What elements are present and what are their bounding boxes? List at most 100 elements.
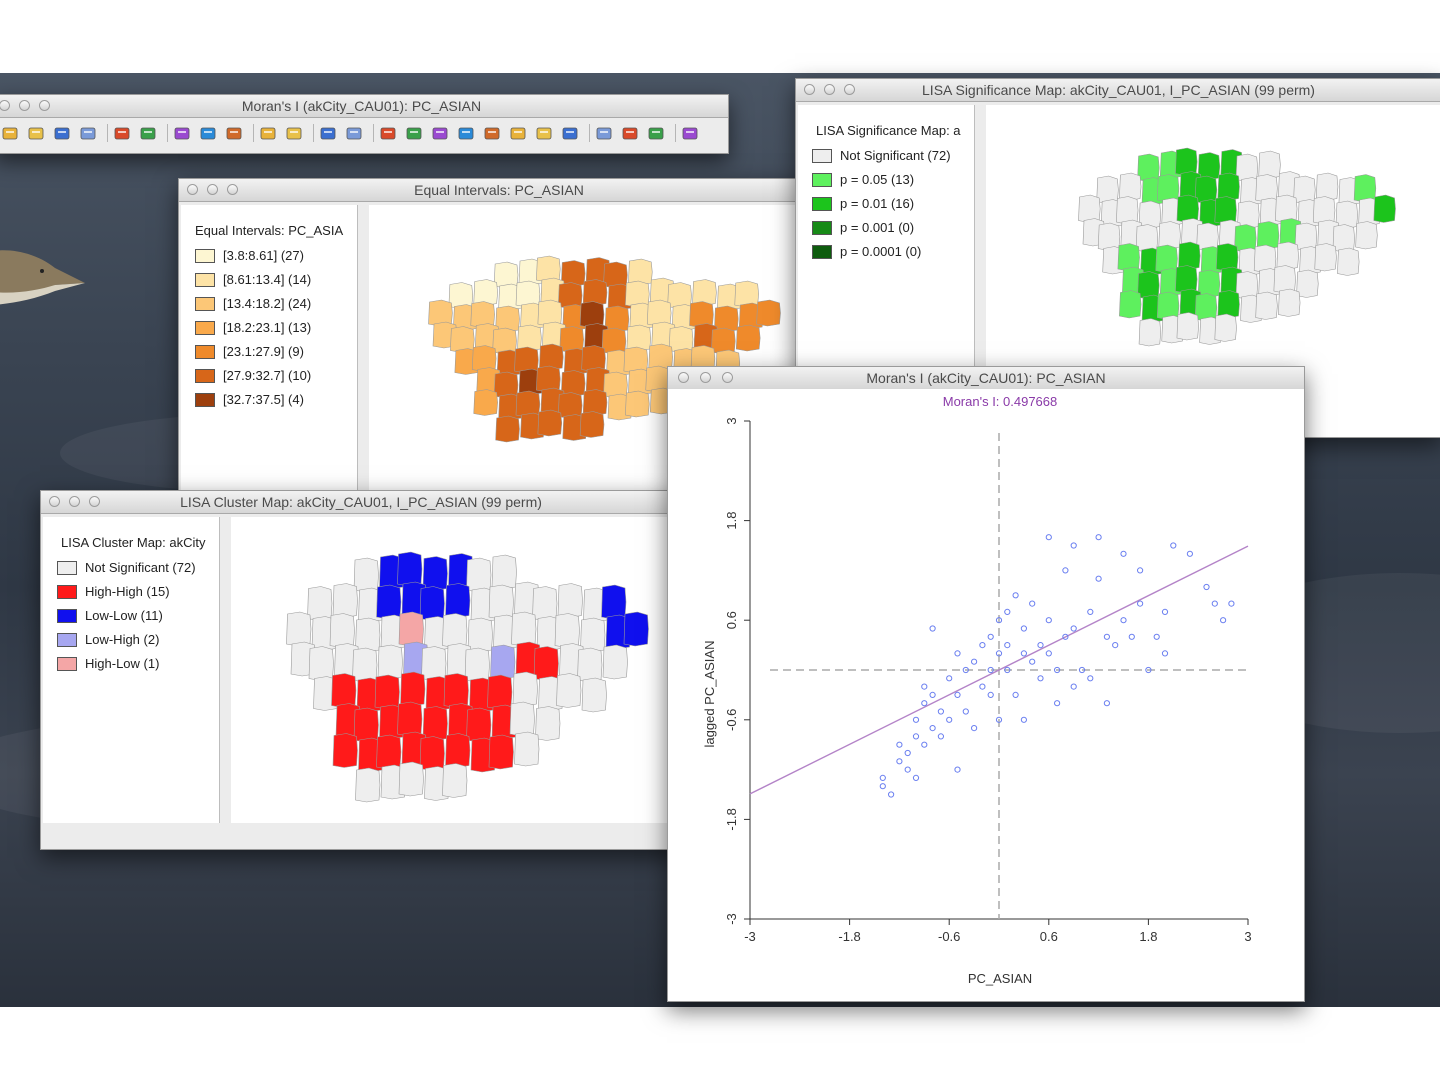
legend-item[interactable]: High-High (15) [57,583,170,601]
close-window-button[interactable] [678,372,689,383]
map-region[interactable] [536,365,561,393]
map-region[interactable] [1216,243,1239,272]
legend-item[interactable]: p = 0.001 (0) [812,219,914,237]
data-point[interactable] [979,683,986,690]
map-region[interactable] [625,390,650,418]
map-region[interactable] [397,701,423,737]
3d-icon[interactable] [561,125,579,141]
map-region[interactable] [329,613,355,648]
map-region[interactable] [445,733,471,768]
data-point[interactable] [1029,600,1036,607]
legend-item[interactable]: p = 0.01 (16) [812,195,914,213]
map-region[interactable] [1116,196,1139,225]
pie-icon[interactable] [509,125,527,141]
data-point[interactable] [921,700,928,707]
legend-item[interactable]: [23.1:27.9] (9) [195,343,304,361]
data-point[interactable] [1161,650,1169,657]
data-point[interactable] [995,617,1003,624]
map-region[interactable] [1256,221,1280,250]
data-point[interactable] [1062,633,1069,640]
map-region[interactable] [398,611,424,647]
map-region[interactable] [532,586,558,621]
map-region[interactable] [466,557,492,593]
data-point[interactable] [904,749,911,757]
table-icon[interactable] [113,125,131,141]
map-region[interactable] [557,282,583,309]
map-region[interactable] [1312,196,1336,225]
save-icon[interactable] [79,125,97,141]
map-region[interactable] [398,761,424,797]
data-point[interactable] [896,741,903,748]
map-pane[interactable] [231,517,681,823]
data-point[interactable] [888,791,895,798]
map-region[interactable] [422,556,448,591]
map-region[interactable] [308,646,334,681]
data-point[interactable] [1170,542,1177,549]
map-region[interactable] [1197,152,1221,181]
map-region[interactable] [1138,200,1162,229]
data-point[interactable] [1029,658,1036,665]
map-region[interactable] [554,613,580,648]
pcp-icon[interactable] [535,125,553,141]
map-region[interactable] [1176,312,1199,341]
data-point[interactable] [1137,567,1144,574]
map-region[interactable] [307,586,333,621]
map-region[interactable] [397,551,423,587]
data-point[interactable] [1211,600,1218,607]
minimize-window-button[interactable] [700,372,711,383]
map-region[interactable] [1176,194,1199,223]
map-region[interactable] [577,647,603,683]
map-region[interactable] [1234,224,1257,253]
map-region[interactable] [711,327,736,355]
map-region[interactable] [1315,172,1339,201]
data-point[interactable] [1228,600,1235,607]
data-point[interactable] [1120,550,1127,557]
data-point[interactable] [1012,691,1019,698]
data-point[interactable] [921,741,928,748]
map-region[interactable] [450,326,475,353]
map-region[interactable] [495,305,520,333]
map-region[interactable] [419,586,445,621]
map-region[interactable] [1237,200,1260,229]
map-region[interactable] [560,260,586,287]
map-region[interactable] [1096,175,1119,204]
zoom-window-button[interactable] [844,84,855,95]
legend-item[interactable]: [32.7:37.5] (4) [195,391,304,409]
legend-item[interactable]: Not Significant (72) [57,559,196,577]
zoom-window-button[interactable] [722,372,733,383]
map-region[interactable] [1276,241,1299,270]
map-region[interactable] [1332,224,1355,253]
data-point[interactable] [954,766,961,773]
data-point[interactable] [1220,617,1227,624]
map-region[interactable] [1235,271,1258,300]
data-point[interactable] [1037,642,1044,649]
data-point[interactable] [1095,575,1102,582]
legend-item[interactable]: [18.2:23.1] (13) [195,319,311,337]
data-point[interactable] [1070,542,1077,549]
map-region[interactable] [1296,269,1319,298]
map-region[interactable] [1178,241,1201,270]
zoom-window-button[interactable] [89,496,100,507]
map-region[interactable] [1293,175,1316,204]
map-region[interactable] [487,674,513,710]
map-region[interactable] [286,611,312,647]
titlebar[interactable]: LISA Significance Map: akCity_CAU01, I_P… [796,79,1440,102]
map-region[interactable] [443,673,469,708]
map-region[interactable] [448,282,474,309]
window-icon[interactable] [285,125,303,141]
map-icon[interactable] [319,125,337,141]
legend-item[interactable]: Low-Low (11) [57,607,163,625]
map-region[interactable] [601,584,627,620]
map-region[interactable] [603,261,628,289]
map-region[interactable] [419,736,445,771]
map-region[interactable] [580,617,606,653]
map-region[interactable] [514,731,540,767]
cluster-map-window[interactable]: LISA Cluster Map: akCity_CAU01, I_PC_ASI… [40,490,682,850]
map-region[interactable] [1117,243,1140,272]
map-region[interactable] [1119,290,1142,319]
data-point[interactable] [1004,666,1011,674]
map-region[interactable] [582,279,608,306]
map-region[interactable] [421,646,447,681]
map-region[interactable] [376,584,402,620]
choropleth-icon[interactable] [345,125,363,141]
